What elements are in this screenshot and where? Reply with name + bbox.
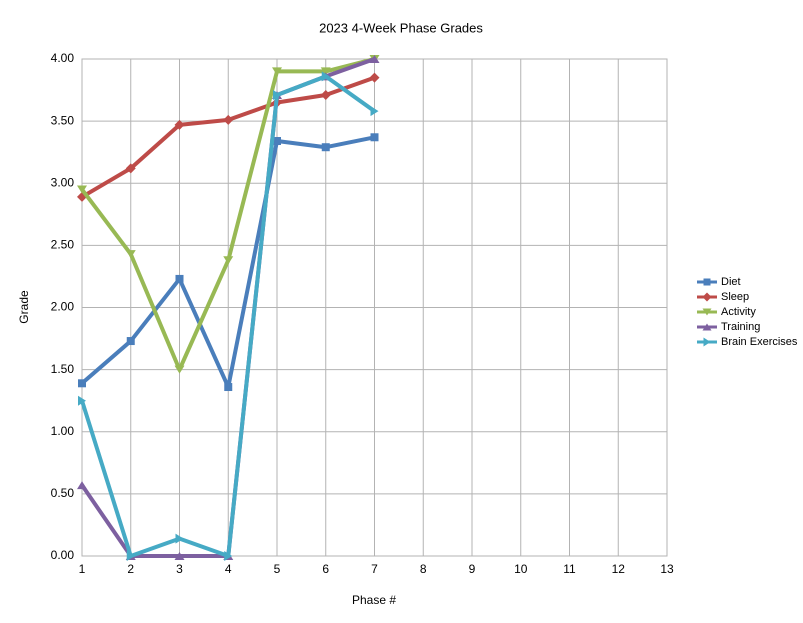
x-axis-label: Phase #: [352, 593, 396, 607]
legend-marker: [703, 278, 711, 286]
x-tick-label: 10: [514, 562, 528, 576]
x-tick-label: 4: [225, 562, 232, 576]
y-tick-label: 3.00: [51, 175, 75, 189]
data-point: [272, 67, 282, 76]
data-point: [321, 143, 330, 152]
data-point: [321, 71, 330, 82]
data-point: [78, 379, 86, 388]
data-point: [78, 395, 86, 406]
y-tick-label: 0.50: [51, 486, 75, 500]
x-tick-label: 3: [176, 562, 183, 576]
chart-title: 2023 4-Week Phase Grades: [319, 20, 483, 35]
legend-marker: [702, 323, 712, 331]
data-point: [273, 137, 281, 146]
data-point: [370, 133, 379, 142]
y-tick-label: 3.50: [51, 113, 75, 127]
x-tick-label: 5: [274, 562, 281, 576]
data-point: [126, 551, 135, 561]
y-tick-label: 2.50: [51, 238, 75, 252]
x-tick-label: 8: [420, 562, 427, 576]
x-tick-label: 12: [612, 562, 626, 576]
y-tick-label: 2.00: [51, 300, 75, 314]
data-point: [320, 90, 331, 101]
data-point: [370, 106, 379, 117]
data-point: [77, 185, 87, 194]
data-point: [369, 55, 380, 63]
x-tick-label: 9: [469, 562, 476, 576]
legend-marker: [703, 337, 711, 347]
x-tick-label: 6: [322, 562, 329, 576]
data-point: [174, 552, 185, 560]
legend-label: Brain Exercises: [721, 336, 798, 348]
y-tick-label: 1.00: [51, 424, 75, 438]
data-point: [223, 114, 234, 125]
y-tick-label: 4.00: [51, 51, 75, 65]
legend-label: Sleep: [721, 291, 749, 303]
legend-label: Training: [721, 321, 760, 333]
x-tick-label: 1: [79, 562, 86, 576]
legend-marker: [702, 308, 712, 316]
data-point: [174, 119, 185, 130]
x-tick-label: 13: [660, 562, 674, 576]
data-point: [224, 383, 233, 392]
data-point: [223, 256, 234, 265]
data-point: [273, 90, 281, 101]
data-point: [175, 533, 184, 544]
y-axis-label: Grade: [17, 290, 31, 324]
data-point: [125, 250, 136, 259]
y-tick-label: 1.50: [51, 362, 75, 376]
legend-label: Diet: [721, 276, 741, 288]
data-point: [174, 365, 185, 374]
x-tick-label: 11: [563, 562, 576, 576]
data-point: [224, 551, 233, 561]
x-tick-label: 2: [127, 562, 134, 576]
legend-marker: [702, 292, 712, 302]
data-point: [175, 274, 184, 283]
legend-label: Activity: [721, 306, 756, 318]
data-point: [125, 163, 136, 174]
x-tick-label: 7: [371, 562, 378, 576]
data-point: [320, 67, 331, 76]
data-point: [126, 337, 135, 346]
data-point: [369, 72, 380, 83]
y-tick-label: 0.00: [51, 548, 75, 562]
data-point: [77, 481, 87, 490]
